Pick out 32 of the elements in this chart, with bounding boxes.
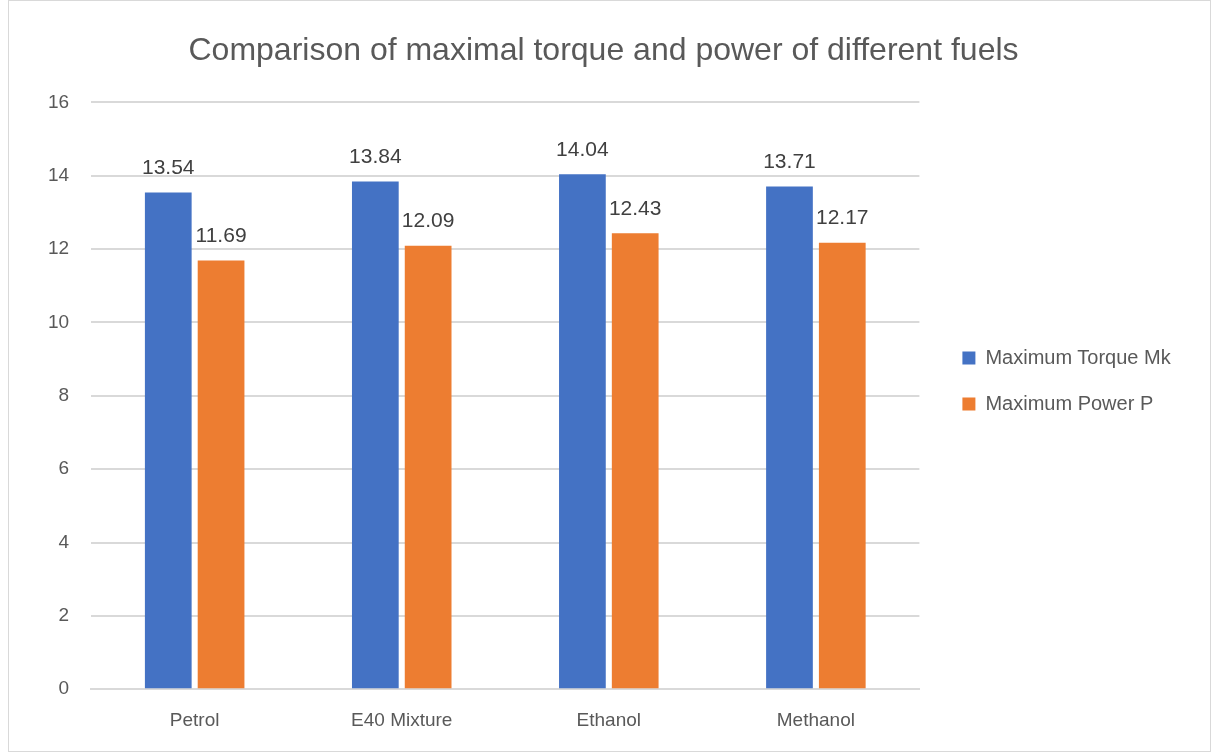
x-tick-label: Methanol bbox=[776, 708, 855, 730]
y-tick-label: 6 bbox=[58, 457, 70, 479]
data-label: 13.71 bbox=[763, 148, 816, 172]
y-tick-label: 12 bbox=[47, 237, 70, 259]
data-label: 12.09 bbox=[401, 208, 455, 232]
y-tick-label: 14 bbox=[47, 163, 70, 185]
bar bbox=[351, 181, 399, 689]
bar bbox=[197, 260, 245, 689]
data-label: 14.04 bbox=[556, 136, 609, 160]
y-tick-label: 4 bbox=[58, 530, 70, 552]
bar bbox=[818, 242, 866, 689]
data-label: 13.84 bbox=[349, 143, 402, 167]
legend-label: Maximum Torque Mk bbox=[985, 345, 1172, 368]
bar bbox=[404, 245, 452, 689]
x-tick-label: Ethanol bbox=[576, 708, 642, 730]
bar bbox=[611, 233, 659, 689]
y-tick-label: 10 bbox=[47, 310, 70, 332]
y-tick-label: 16 bbox=[47, 90, 70, 112]
data-label: 11.69 bbox=[195, 222, 247, 246]
y-tick-label: 8 bbox=[58, 384, 70, 406]
y-tick-label: 2 bbox=[58, 604, 70, 626]
data-label: 13.54 bbox=[141, 154, 195, 178]
y-tick-label: 0 bbox=[58, 677, 70, 699]
chart-title: Comparison of maximal torque and power of different fuels bbox=[188, 31, 1019, 68]
x-tick-label: E40 Mixture bbox=[351, 708, 453, 730]
bar bbox=[766, 186, 813, 689]
bar bbox=[559, 174, 606, 689]
data-label: 12.17 bbox=[815, 205, 869, 229]
data-label: 12.43 bbox=[608, 195, 662, 219]
x-tick-label: Petrol bbox=[169, 708, 220, 730]
legend-label: Maximum Power P bbox=[985, 391, 1154, 414]
bar bbox=[144, 192, 192, 689]
